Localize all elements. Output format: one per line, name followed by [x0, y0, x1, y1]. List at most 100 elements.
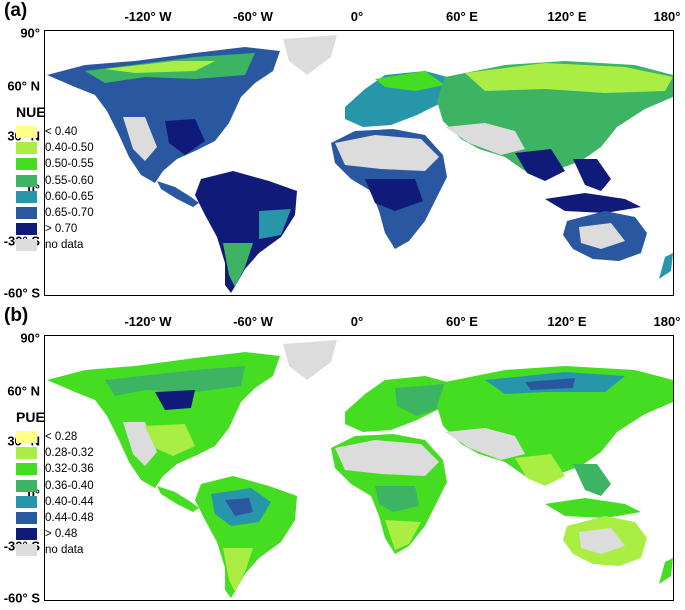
sa-south: [223, 243, 253, 287]
lon-label-60e: 60° E: [446, 9, 478, 24]
legend-item: no data: [16, 237, 94, 253]
legend-item: 0.40-0.50: [16, 140, 94, 156]
legend: NUE < 0.40 0.40-0.50 0.50-0.55 0.55-0.60…: [16, 104, 94, 254]
southeast-asia: [573, 159, 611, 191]
legend-label: 0.28-0.32: [45, 447, 94, 460]
sahara: [335, 440, 439, 476]
legend-item: 0.40-0.44: [16, 494, 94, 510]
na-tundra: [105, 61, 215, 73]
world-map: [47, 35, 673, 293]
legend-swatch: [16, 447, 37, 460]
legend-swatch: [16, 544, 37, 557]
legend-label: 0.65-0.70: [45, 207, 94, 220]
legend-item: > 0.48: [16, 526, 94, 542]
legend-label: 0.50-0.55: [45, 158, 94, 171]
legend-swatch: [16, 207, 37, 220]
legend-label: no data: [45, 239, 84, 252]
legend-item: 0.55-0.60: [16, 173, 94, 189]
siberia-core: [525, 378, 575, 390]
lon-label-60w: -60° W: [233, 9, 273, 24]
na-hudson: [155, 390, 195, 410]
greenland: [283, 340, 337, 380]
australia-interior: [579, 528, 625, 554]
lon-label-120e: 120° E: [547, 9, 587, 24]
lon-label-0: 0°: [350, 9, 364, 24]
legend-item: > 0.70: [16, 221, 94, 237]
south-america: [195, 171, 297, 293]
na-east: [165, 119, 205, 155]
siberia: [465, 63, 673, 93]
legend-item: < 0.28: [16, 429, 94, 445]
legend-label: 0.44-0.48: [45, 512, 94, 525]
legend-swatch: [16, 223, 37, 236]
panel-label: (b): [4, 305, 29, 326]
legend-label: no data: [45, 544, 84, 557]
legend-title: NUE: [16, 104, 46, 120]
lon-label-120w: -120° W: [124, 314, 172, 329]
legend-swatch: [16, 431, 37, 444]
lat-label-60n: 60° N: [7, 383, 40, 399]
africa-south: [385, 520, 421, 550]
legend-swatch: [16, 158, 37, 171]
lon-label-60w: -60° W: [233, 314, 273, 329]
lon-label-180: 180°: [653, 9, 681, 24]
central-america: [157, 181, 199, 207]
lat-label-60n: 60° N: [7, 78, 40, 94]
africa-central: [365, 179, 423, 211]
legend-item: no data: [16, 542, 94, 558]
legend-label: 0.36-0.40: [45, 479, 94, 492]
europe-east: [395, 384, 445, 416]
africa-central: [375, 486, 419, 512]
lat-label-90: 90°: [20, 25, 40, 41]
legend-swatch: [16, 190, 37, 203]
legend-swatch: [16, 463, 37, 476]
new-zealand: [659, 558, 673, 584]
legend-label: > 0.70: [45, 223, 78, 236]
legend-item: 0.36-0.40: [16, 478, 94, 494]
na-boreal: [105, 366, 245, 396]
lon-label-180: 180°: [653, 314, 681, 329]
asia-arid: [445, 123, 525, 155]
legend-swatch: [16, 479, 37, 492]
legend-label: > 0.48: [45, 528, 78, 541]
legend: PUE < 0.28 0.28-0.32 0.32-0.36 0.36-0.40…: [16, 409, 94, 559]
world-map: [47, 340, 673, 598]
lat-label-90: 90°: [20, 330, 40, 346]
legend-label: 0.55-0.60: [45, 174, 94, 187]
lat-label-60s: -60° S: [3, 590, 40, 606]
legend-label: 0.40-0.50: [45, 142, 94, 155]
legend-label: 0.60-0.65: [45, 190, 94, 203]
south-asia: [515, 149, 565, 181]
lon-label-120e: 120° E: [547, 314, 587, 329]
na-west-dry: [123, 117, 157, 161]
panel-label: (a): [4, 0, 28, 21]
map-frame: [44, 30, 674, 296]
legend-item: 0.65-0.70: [16, 205, 94, 221]
legend-label: 0.32-0.36: [45, 463, 94, 476]
europe-north: [375, 71, 445, 91]
legend-label: 0.40-0.44: [45, 495, 94, 508]
legend-swatch: [16, 126, 37, 139]
lat-label-60s: -60° S: [3, 285, 40, 301]
lon-label-120w: -120° W: [124, 9, 172, 24]
indonesia: [545, 193, 641, 213]
south-asia: [515, 454, 565, 486]
sa-south: [223, 548, 253, 592]
greenland: [283, 35, 337, 75]
southeast-asia: [573, 464, 611, 496]
lon-label-0: 0°: [350, 314, 364, 329]
new-zealand: [659, 253, 673, 279]
legend-item: 0.28-0.32: [16, 445, 94, 461]
central-america: [157, 486, 199, 512]
australia-interior: [579, 223, 625, 249]
legend-label: < 0.28: [45, 431, 78, 444]
legend-swatch: [16, 142, 37, 155]
lon-label-60e: 60° E: [446, 314, 478, 329]
legend-swatch: [16, 495, 37, 508]
legend-item: 0.60-0.65: [16, 189, 94, 205]
map-frame: [44, 335, 674, 601]
legend-item: 0.44-0.48: [16, 510, 94, 526]
na-plains: [145, 424, 195, 456]
panel-b: (b) -120° W -60° W 0° 60° E 120° E 180° …: [0, 305, 685, 610]
sa-east: [259, 209, 291, 239]
